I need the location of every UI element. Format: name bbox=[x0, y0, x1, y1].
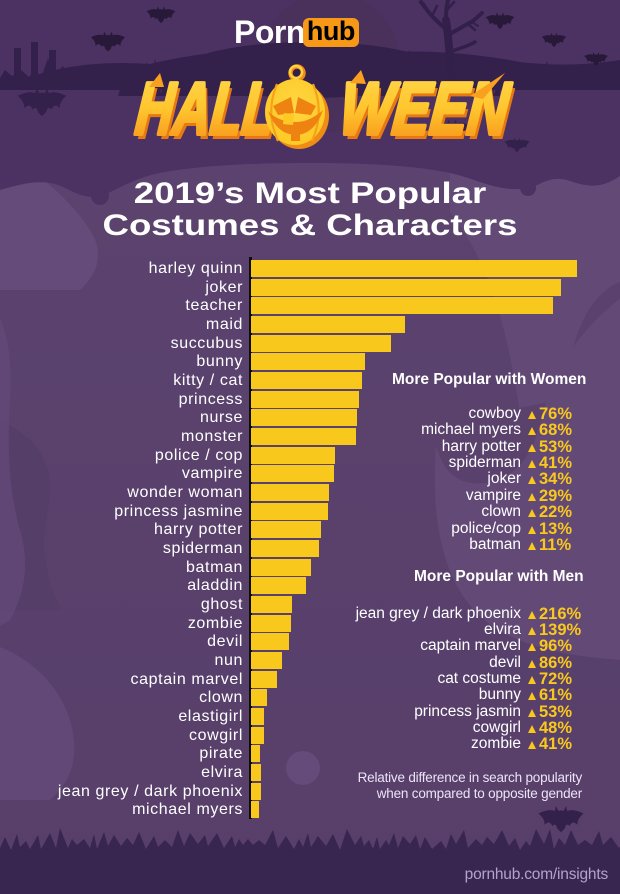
svg-text:WEEN: WEEN bbox=[336, 67, 514, 150]
svg-text:HALL: HALL bbox=[132, 67, 279, 150]
